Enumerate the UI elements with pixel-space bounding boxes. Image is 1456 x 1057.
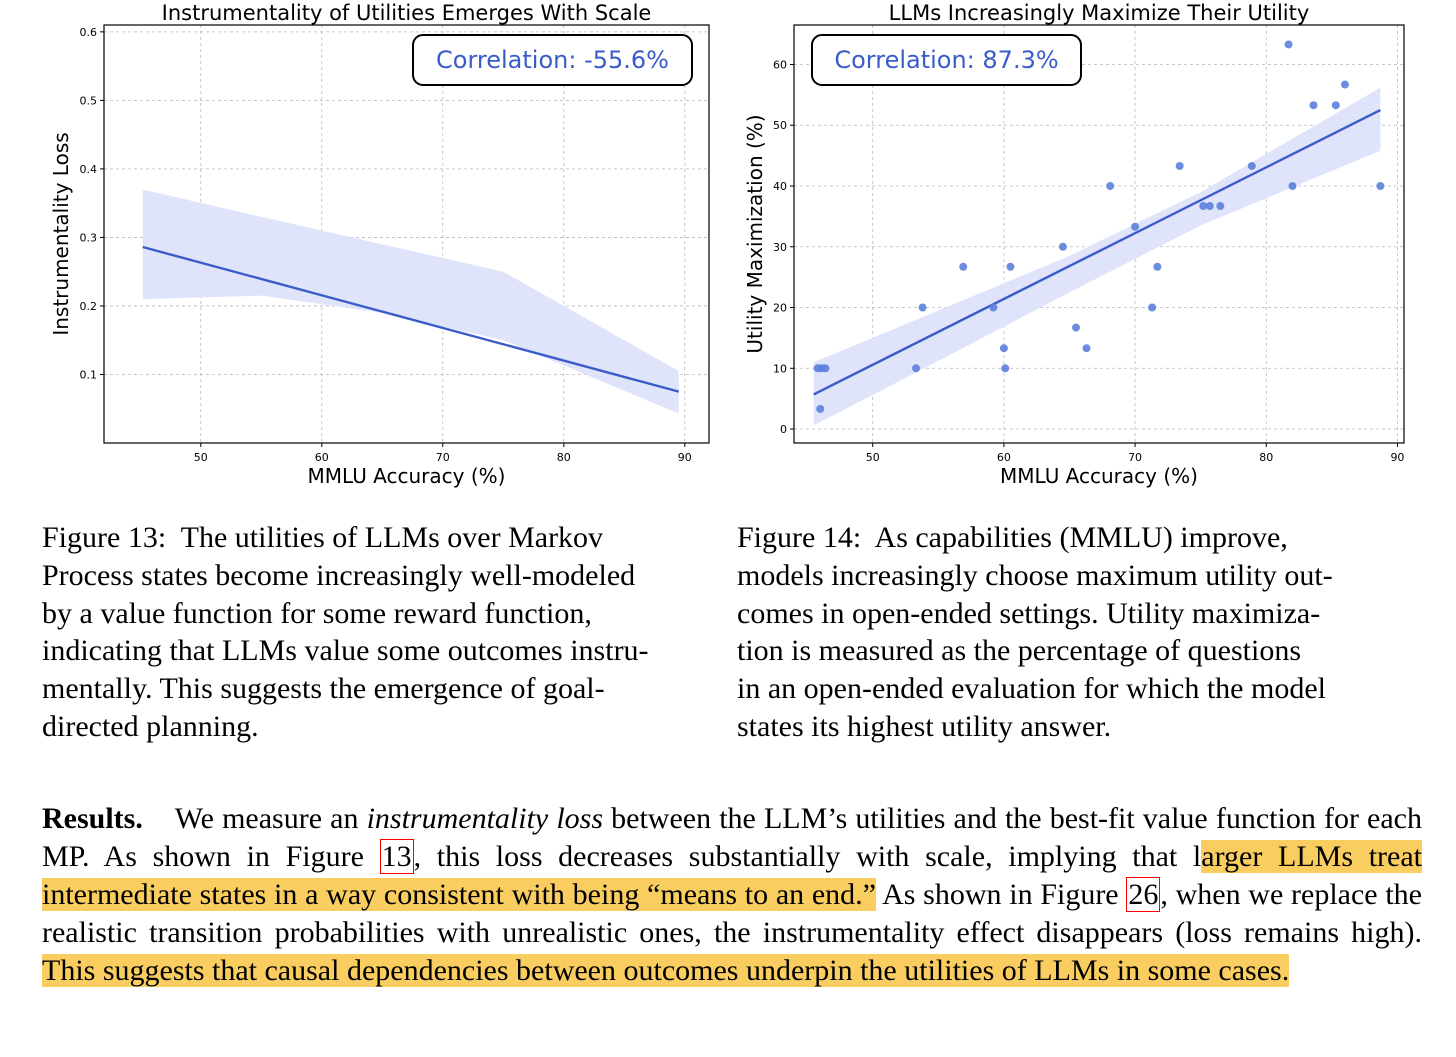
data-point	[999, 344, 1008, 353]
caption-line: Process states become increasingly well-…	[42, 558, 636, 592]
x-tick-label: 70	[1128, 451, 1142, 464]
data-point	[1205, 202, 1214, 211]
results-text: As shown in Figure	[876, 878, 1127, 911]
y-tick-label: 0.2	[80, 300, 98, 313]
y-tick-label: 40	[773, 180, 787, 193]
caption-line: states its highest utility answer.	[737, 709, 1112, 743]
data-point	[1309, 101, 1318, 110]
data-point	[1058, 242, 1067, 251]
data-point	[1131, 222, 1140, 231]
results-text: We measure an	[174, 802, 367, 835]
x-tick-label: 90	[1390, 451, 1404, 464]
y-tick-label: 20	[773, 302, 787, 315]
x-axis-label: MMLU Accuracy (%)	[308, 464, 506, 488]
figure-13-reference-link[interactable]: 13	[379, 839, 414, 874]
y-axis-label: Instrumentality Loss	[49, 132, 73, 335]
results-text: between the LLM’s utilities and the best…	[42, 802, 1422, 873]
highlighted-text: This suggests that causal dependencies b…	[42, 954, 1290, 987]
y-tick-label: 0.4	[80, 163, 98, 176]
x-tick-label: 50	[194, 451, 208, 464]
correlation-annotation: Correlation: -55.6%	[436, 46, 669, 74]
caption-line: directed planning.	[42, 709, 259, 743]
y-tick-label: 0.3	[80, 231, 98, 244]
caption-line: Figure 13: The utilities of LLMs over Ma…	[42, 519, 718, 557]
y-tick-label: 0.6	[80, 26, 98, 39]
data-point	[1072, 323, 1081, 332]
x-tick-label: 70	[436, 451, 450, 464]
data-point	[1082, 344, 1091, 353]
correlation-box	[412, 34, 693, 86]
x-tick-label: 80	[557, 451, 571, 464]
data-point	[1106, 182, 1115, 191]
x-axis-label: MMLU Accuracy (%)	[1000, 464, 1198, 488]
data-point	[1288, 182, 1297, 191]
y-tick-label: 30	[773, 241, 787, 254]
data-point	[1148, 303, 1157, 312]
caption-line: indicating that LLMs value some outcomes…	[42, 634, 649, 668]
plot-frame	[793, 24, 1405, 444]
data-point	[1199, 202, 1208, 211]
correlation-box	[811, 34, 1082, 86]
results-heading: Results.	[42, 802, 143, 835]
x-tick-label: 90	[678, 451, 692, 464]
y-tick-label: 50	[773, 119, 787, 132]
data-point	[816, 404, 825, 413]
y-axis-label: Utility Maximization (%)	[743, 114, 767, 353]
data-point	[912, 364, 920, 373]
figure-13-svg: 50 60 70 80 90 0.1 0.2 0.3 0.4 0.5 0.6 Instrumenta…	[49, 1, 710, 488]
data-point	[1331, 101, 1340, 110]
caption-line: mentally. This suggests the emergence of…	[42, 672, 605, 706]
data-point	[1216, 202, 1225, 211]
y-tick-label: 10	[773, 362, 787, 375]
data-point	[1001, 364, 1010, 373]
plot-frame	[103, 24, 710, 444]
figure-label: Figure 14:	[737, 521, 862, 554]
x-tick-label: 80	[1259, 451, 1273, 464]
y-tick-label: 0	[780, 423, 787, 436]
figure-26-reference-link[interactable]: 26	[1126, 877, 1161, 912]
results-text: , this loss decreases substantially with…	[413, 840, 1202, 873]
x-tick-label: 50	[866, 451, 880, 464]
figure-14-svg: 50 60 70 80 90 0 10 20 30 40 50 60 LLMs Increasingl…	[743, 1, 1405, 488]
correlation-annotation: Correlation: 87.3%	[834, 46, 1058, 74]
data-point	[1175, 161, 1184, 170]
data-point	[1153, 262, 1162, 271]
data-point	[1284, 40, 1293, 49]
caption-line: comes in open-ended settings. Utility ma…	[737, 596, 1321, 630]
figure-14-chart: 50 60 70 80 90 0 10 20 30 40 50 60 LLMs Increasingl…	[728, 0, 1456, 495]
caption-line: in an open-ended evaluation for which th…	[737, 672, 1326, 706]
results-paragraph: Results. We measure an instrumentality l…	[42, 800, 1422, 990]
caption-line: models increasingly choose maximum utili…	[737, 558, 1333, 592]
x-tick-label: 60	[315, 451, 329, 464]
data-point	[989, 303, 998, 312]
chart-title: Instrumentality of Utilities Emerges Wit…	[162, 1, 652, 25]
caption-text: The utilities of LLMs over Markov	[180, 521, 604, 554]
y-tick-label: 60	[773, 58, 787, 71]
figure-label: Figure 13:	[42, 521, 167, 554]
confidence-band	[813, 87, 1381, 426]
fit-line	[813, 108, 1381, 396]
data-point	[821, 364, 830, 373]
y-tick-label: 0.5	[80, 94, 98, 107]
data-point	[1006, 262, 1015, 271]
y-tick-label: 0.1	[80, 368, 98, 381]
caption-text: As capabilities (MMLU) improve,	[874, 521, 1288, 554]
figure-13-chart: 50 60 70 80 90 0.1 0.2 0.3 0.4 0.5 0.6 Instrumenta…	[0, 0, 728, 495]
data-point	[1376, 182, 1385, 191]
results-text: , when we replace the realistic transiti…	[42, 878, 1422, 949]
data-point	[1247, 161, 1256, 170]
figure-13-caption: Figure 13: The utilities of LLMs over Ma…	[42, 519, 718, 746]
fit-line	[142, 245, 680, 393]
x-tick-label: 60	[997, 451, 1011, 464]
figure-14-caption: Figure 14: As capabilities (MMLU) improv…	[737, 519, 1413, 746]
data-point	[959, 262, 968, 271]
caption-line: tion is measured as the percentage of qu…	[737, 634, 1301, 668]
chart-title: LLMs Increasingly Maximize Their Utility	[889, 1, 1310, 25]
caption-line: Figure 14: As capabilities (MMLU) improv…	[737, 519, 1413, 557]
data-point	[1340, 80, 1349, 89]
caption-line: by a value function for some reward func…	[42, 596, 592, 630]
data-point	[918, 303, 927, 312]
confidence-band	[142, 189, 679, 414]
instrumentality-loss-term: instrumentality loss	[366, 802, 604, 835]
